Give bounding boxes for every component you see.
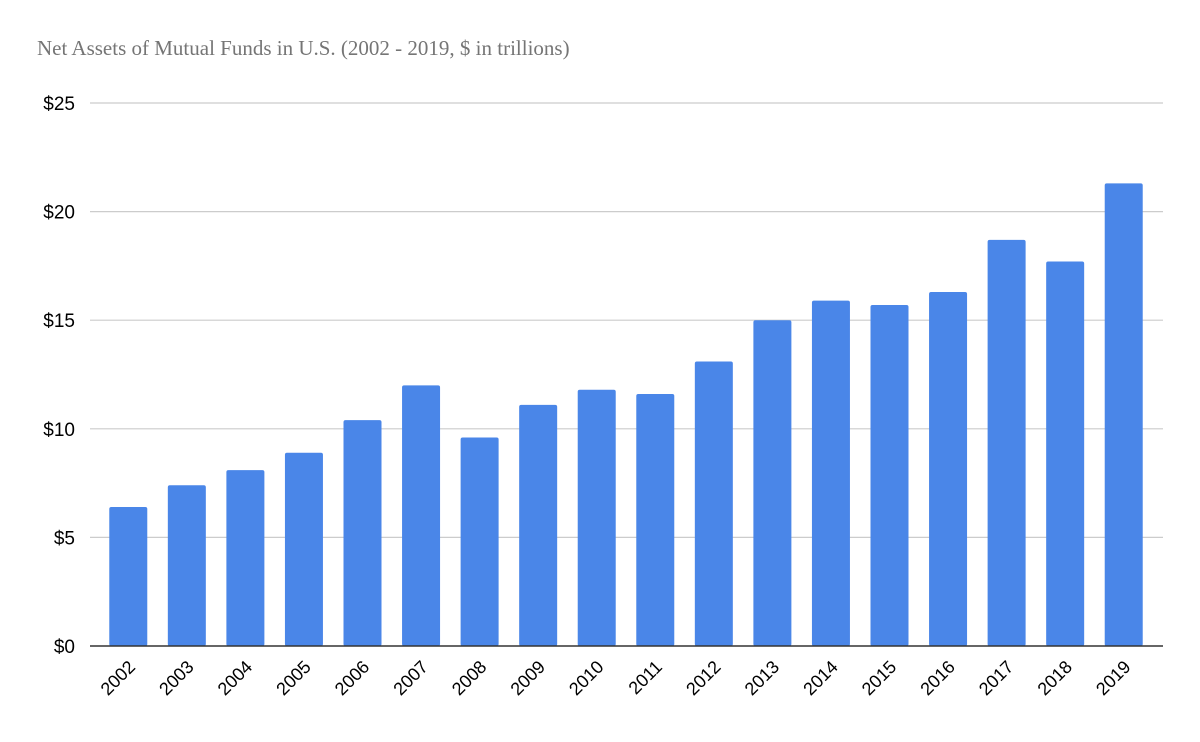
x-tick-label: 2015	[858, 657, 900, 699]
bar-2004	[226, 470, 265, 646]
bar-2016	[929, 291, 968, 646]
x-tick-label: 2007	[389, 657, 431, 699]
x-tick-label: 2016	[916, 657, 958, 699]
x-tick-label: 2014	[799, 657, 841, 699]
x-tick-label: 2008	[448, 657, 490, 699]
x-tick-label: 2002	[97, 657, 139, 699]
x-tick-label: 2017	[975, 657, 1017, 699]
x-tick-label: 2009	[507, 657, 549, 699]
x-tick-label: 2004	[214, 657, 256, 699]
bar-2003	[167, 485, 206, 646]
bar-2015	[870, 304, 909, 646]
bar-2014	[811, 300, 850, 646]
bar-2018	[1046, 261, 1085, 646]
y-tick-label: $10	[43, 420, 75, 441]
y-tick-label: $0	[54, 637, 75, 658]
x-tick-label: 2010	[565, 657, 607, 699]
x-tick-label: 2012	[682, 657, 724, 699]
y-tick-label: $20	[43, 203, 75, 224]
x-tick-label: 2013	[741, 657, 783, 699]
bar-2006	[343, 420, 382, 646]
y-tick-label: $25	[43, 94, 75, 115]
bar-2011	[636, 394, 675, 646]
bar-2002	[109, 506, 148, 646]
bar-2019	[1104, 183, 1143, 646]
y-tick-label: $5	[54, 528, 75, 549]
bar-2007	[402, 385, 441, 646]
bar-2010	[577, 389, 616, 646]
x-tick-label: 2005	[272, 657, 314, 699]
x-tick-label: 2003	[155, 657, 197, 699]
chart-title: Net Assets of Mutual Funds in U.S. (2002…	[37, 36, 570, 60]
x-tick-label: 2019	[1092, 657, 1134, 699]
x-tick-label: 2011	[625, 657, 667, 699]
bar-2012	[694, 361, 733, 646]
x-tick-label: 2006	[331, 657, 373, 699]
bar-2008	[460, 437, 499, 646]
x-tick-label: 2018	[1034, 657, 1076, 699]
bar-2005	[284, 452, 323, 646]
bar-2013	[753, 320, 792, 646]
y-tick-label: $15	[43, 311, 75, 332]
bar-2009	[519, 404, 558, 646]
bar-2017	[987, 239, 1026, 646]
